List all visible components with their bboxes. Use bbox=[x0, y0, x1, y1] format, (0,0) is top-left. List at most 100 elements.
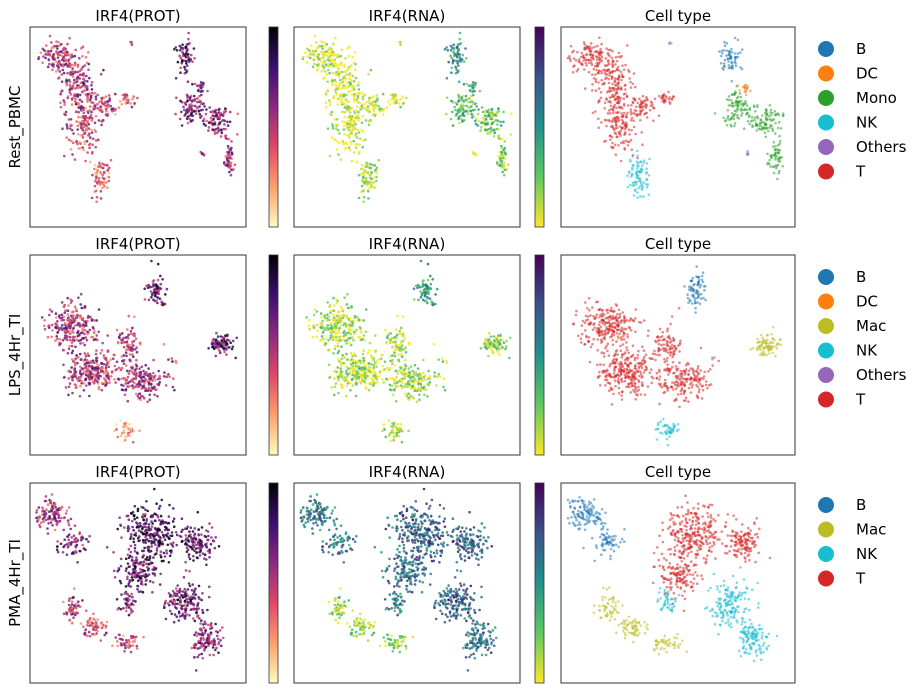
scatter-point bbox=[391, 93, 394, 97]
scatter-point bbox=[509, 133, 513, 136]
scatter-point bbox=[568, 55, 571, 58]
scatter-point bbox=[576, 50, 579, 54]
scatter-point bbox=[626, 185, 630, 189]
scatter-point bbox=[746, 120, 750, 123]
scatter-point bbox=[365, 183, 369, 186]
scatter-point bbox=[740, 107, 743, 110]
scatter-point bbox=[459, 108, 463, 112]
scatter-point bbox=[766, 126, 769, 129]
scatter-point bbox=[636, 191, 639, 194]
scatter-point bbox=[320, 40, 324, 43]
scatter-point bbox=[173, 47, 176, 51]
scatter-point bbox=[585, 319, 588, 322]
scatter-point bbox=[344, 56, 347, 60]
scatter-point bbox=[329, 63, 332, 66]
scatter-point bbox=[351, 336, 354, 339]
scatter-point bbox=[498, 348, 501, 351]
scatter-point bbox=[611, 314, 615, 318]
scatter-point bbox=[356, 128, 360, 132]
scatter-point bbox=[60, 90, 63, 94]
scatter-point bbox=[188, 98, 192, 102]
scatter-point bbox=[219, 345, 223, 348]
scatter-point bbox=[614, 93, 617, 97]
scatter-point bbox=[345, 142, 349, 145]
scatter-point bbox=[389, 332, 392, 335]
scatter-point bbox=[341, 140, 344, 143]
scatter-point bbox=[622, 68, 626, 71]
scatter-point bbox=[611, 49, 614, 53]
scatter-point bbox=[104, 366, 108, 370]
scatter-point bbox=[477, 108, 480, 111]
scatter-point bbox=[769, 108, 773, 112]
scatter-point bbox=[202, 117, 206, 121]
scatter-point bbox=[342, 76, 345, 80]
scatter-point bbox=[100, 120, 103, 123]
scatter-point bbox=[78, 93, 82, 97]
scatter-point bbox=[328, 46, 332, 50]
scatter-point bbox=[366, 105, 370, 108]
scatter-point bbox=[348, 72, 352, 75]
scatter-point bbox=[126, 385, 130, 389]
scatter-point bbox=[186, 96, 189, 100]
scatter-point bbox=[395, 385, 399, 389]
scatter-point bbox=[333, 118, 337, 121]
scatter-point bbox=[617, 74, 621, 77]
scatter-point bbox=[99, 105, 103, 108]
scatter-point bbox=[214, 345, 218, 348]
scatter-point bbox=[65, 84, 69, 87]
scatter-point bbox=[69, 314, 73, 318]
scatter-point bbox=[94, 114, 98, 118]
scatter-point bbox=[73, 78, 76, 82]
scatter-point bbox=[430, 300, 434, 304]
scatter-point bbox=[85, 74, 88, 78]
scatter-point bbox=[739, 95, 743, 99]
scatter-point bbox=[464, 109, 468, 113]
scatter-point bbox=[608, 90, 612, 93]
scatter-point bbox=[100, 186, 104, 190]
scatter-point bbox=[115, 428, 118, 431]
scatter-point bbox=[730, 79, 734, 83]
scatter-point bbox=[614, 127, 617, 130]
scatter-point bbox=[639, 321, 643, 324]
scatter-point bbox=[352, 80, 356, 83]
scatter-point bbox=[411, 369, 415, 373]
scatter-point bbox=[611, 126, 614, 129]
scatter-point bbox=[610, 403, 614, 406]
scatter-point bbox=[466, 112, 470, 115]
scatter-point bbox=[360, 184, 364, 188]
scatter-point bbox=[479, 347, 483, 350]
scatter-point bbox=[630, 128, 633, 132]
scatter-point bbox=[120, 355, 124, 358]
scatter-point bbox=[480, 106, 484, 109]
scatter-point bbox=[628, 70, 631, 74]
scatter-point bbox=[180, 60, 184, 63]
scatter-point bbox=[348, 341, 351, 345]
scatter-point bbox=[352, 338, 355, 342]
scatter-point bbox=[600, 59, 604, 62]
scatter-point bbox=[494, 118, 498, 122]
scatter-point bbox=[90, 318, 94, 322]
scatter-point bbox=[423, 378, 427, 382]
scatter-point bbox=[97, 176, 101, 180]
scatter-point bbox=[335, 326, 338, 329]
scatter-point bbox=[115, 328, 119, 332]
scatter-point bbox=[349, 116, 353, 119]
scatter-point bbox=[346, 116, 350, 119]
scatter-point bbox=[199, 81, 203, 84]
scatter-point bbox=[667, 42, 671, 46]
scatter-point bbox=[225, 342, 229, 346]
scatter-point bbox=[167, 373, 170, 376]
scatter-point bbox=[496, 350, 499, 354]
scatter-point bbox=[398, 348, 402, 352]
scatter-point bbox=[773, 148, 777, 151]
scatter-point bbox=[61, 68, 65, 72]
scatter-point bbox=[152, 358, 155, 362]
scatter-point bbox=[181, 43, 184, 46]
scatter-point bbox=[193, 98, 197, 102]
scatter-point bbox=[220, 129, 223, 132]
scatter-point bbox=[334, 80, 338, 84]
scatter-point bbox=[220, 131, 224, 135]
scatter-point bbox=[356, 372, 360, 376]
scatter-point bbox=[614, 326, 617, 330]
scatter-point bbox=[95, 195, 99, 199]
